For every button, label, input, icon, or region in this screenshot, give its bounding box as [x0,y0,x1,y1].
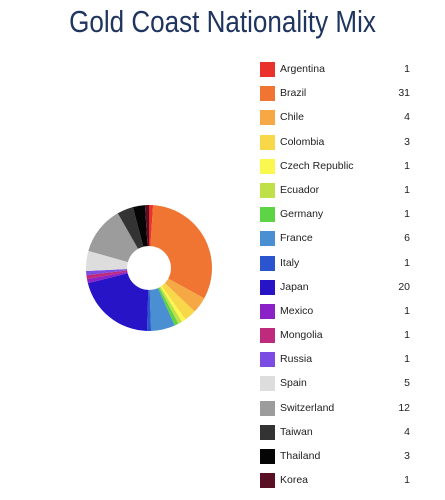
legend-value: 12 [398,401,410,414]
legend-value: 31 [398,87,410,100]
legend-label: Taiwan [280,425,313,438]
legend-item: Switzerland 12 [260,400,410,425]
legend-label: Argentina [280,63,325,75]
legend-label: Ecuador [280,183,320,196]
legend-item: Italy 1 [260,255,410,280]
legend-item: Czech Republic 1 [260,158,410,183]
legend-value: 20 [398,280,410,293]
donut-chart [86,205,213,331]
page-title: Gold Coast Nationality Mix [69,4,376,39]
legend-value: 3 [404,450,410,462]
legend: Argentina 1 Brazil 31 Chile 4 Colombia 3 Czech R… [260,62,410,497]
legend-item: Ecuador 1 [260,182,410,207]
legend-item: Mongolia 1 [260,328,410,352]
donut-hole [127,246,171,290]
legend-value: 1 [404,208,410,221]
legend-swatch [260,449,275,464]
legend-item: Chile 4 [260,110,410,134]
legend-item: Japan 20 [260,279,410,304]
legend-item: Germany 1 [260,207,410,231]
legend-label: Mongolia [280,329,323,342]
legend-label: Italy [280,256,300,269]
legend-label: Brazil [280,87,307,100]
legend-value: 1 [404,474,410,487]
legend-item: France 6 [260,231,410,255]
legend-label: Japan [280,280,309,293]
legend-value: 1 [404,304,410,317]
legend-value: 1 [404,183,410,196]
legend-swatch [260,352,275,368]
legend-label: Czech Republic [280,159,354,172]
legend-item: Taiwan 4 [260,424,410,449]
legend-swatch [260,279,275,295]
slice-italy [146,268,152,331]
legend-value: 4 [404,425,410,438]
legend-swatch [260,400,275,416]
legend-item: Spain 5 [260,376,410,400]
legend-swatch [260,231,275,247]
legend-value: 3 [404,135,410,148]
legend-swatch [260,328,275,344]
legend-label: Switzerland [280,401,335,414]
legend-item: Korea 1 [260,473,410,497]
legend-value: 1 [404,353,410,366]
legend-item: Colombia 3 [260,134,410,159]
legend-value: 1 [404,256,410,269]
legend-swatch [260,182,275,198]
legend-value: 1 [404,63,410,75]
legend-value: 1 [404,159,410,172]
legend-label: Colombia [280,135,325,148]
legend-label: Spain [280,377,307,390]
legend-swatch [260,303,275,319]
legend-item: Thailand 3 [260,449,410,473]
legend-item: Argentina 1 [260,62,410,86]
legend-item: Russia 1 [260,352,410,376]
legend-label: Russia [280,353,313,366]
legend-value: 4 [404,111,410,124]
legend-swatch [260,158,275,174]
legend-swatch [260,376,275,392]
legend-label: Chile [280,111,304,124]
legend-value: 6 [404,232,410,245]
legend-swatch [260,62,275,77]
legend-swatch [260,207,275,223]
legend-label: Korea [280,474,309,487]
legend-swatch [260,86,275,102]
legend-label: Thailand [280,450,321,462]
legend-label: Mexico [280,304,314,317]
legend-item: Mexico 1 [260,303,410,328]
legend-value: 1 [404,329,410,342]
legend-swatch [260,255,275,271]
legend-value: 5 [404,377,410,390]
legend-item: Brazil 31 [260,86,410,110]
legend-swatch [260,473,275,489]
legend-label: France [280,232,313,245]
legend-swatch [260,424,275,440]
legend-swatch [260,134,275,150]
legend-swatch [260,110,275,126]
legend-label: Germany [280,208,324,221]
